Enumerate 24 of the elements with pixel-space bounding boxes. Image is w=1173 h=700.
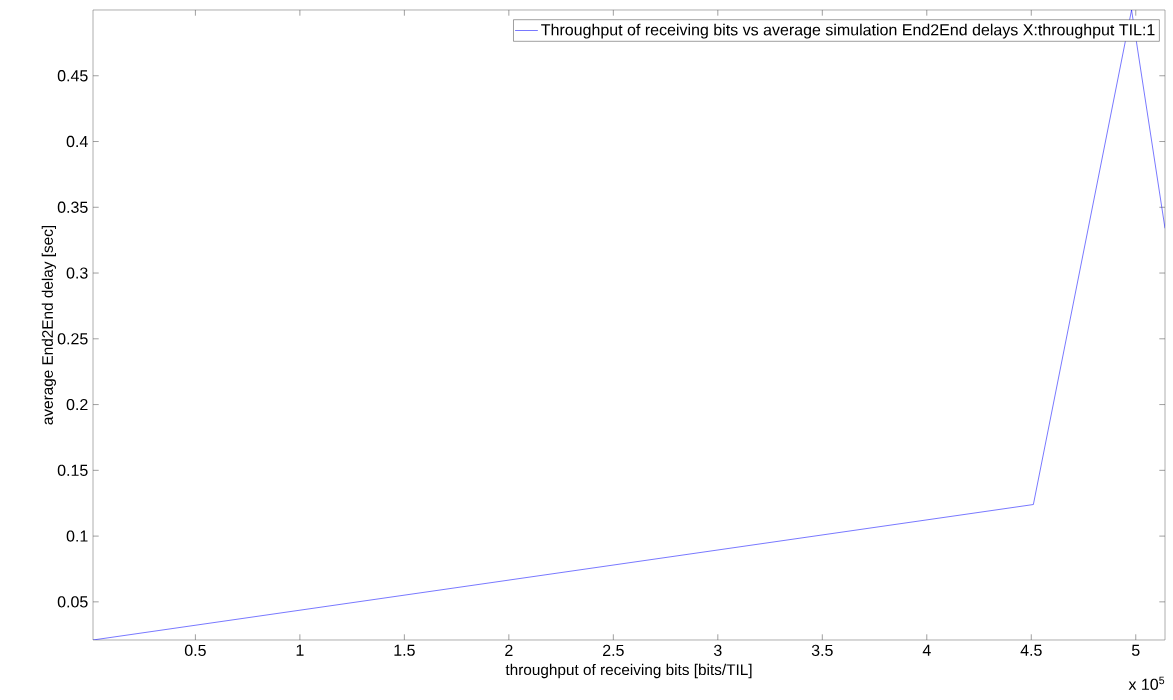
y-tick-label: 0.45 bbox=[57, 70, 88, 82]
x-tick-label: 0.5 bbox=[184, 644, 206, 657]
y-tick-label: 0.4 bbox=[66, 135, 88, 148]
text: x 10$^{5}$ bbox=[1128, 676, 1165, 690]
x-tick-label: 2.5 bbox=[603, 644, 624, 657]
y-tick-label: 0.35 bbox=[57, 201, 88, 213]
x-tick-label: 1 bbox=[296, 644, 304, 656]
y-axis-title: average End2End delay [sec] bbox=[41, 225, 56, 425]
x-tick-label: 1.5 bbox=[394, 644, 415, 656]
legend-label: Throughput of receiving bits vs average simulation End2End delays X:throughput TIL:1 bbox=[541, 23, 1155, 39]
y-tick-label: 0.3 bbox=[66, 267, 88, 279]
line-series bbox=[93, 9, 1166, 640]
x-tick-label: 4.5 bbox=[1020, 644, 1042, 656]
y-tick-label: 0.05 bbox=[57, 596, 88, 608]
x-tick-label: 5 bbox=[1131, 644, 1140, 656]
x-tick-label: 4 bbox=[922, 644, 931, 656]
x-tick-label: 2 bbox=[505, 644, 513, 656]
x-tick-label: 3.5 bbox=[811, 644, 833, 657]
y-tick-label: 0.2 bbox=[66, 398, 88, 411]
y-tick-label: 0.1 bbox=[66, 530, 88, 542]
x-axis-title: throughput of receiving bits [bits/TIL] bbox=[505, 663, 752, 679]
y-tick-label: 0.15 bbox=[57, 464, 88, 476]
x-tick-label: 3 bbox=[713, 644, 722, 657]
y-tick-label: 0.25 bbox=[57, 333, 88, 345]
